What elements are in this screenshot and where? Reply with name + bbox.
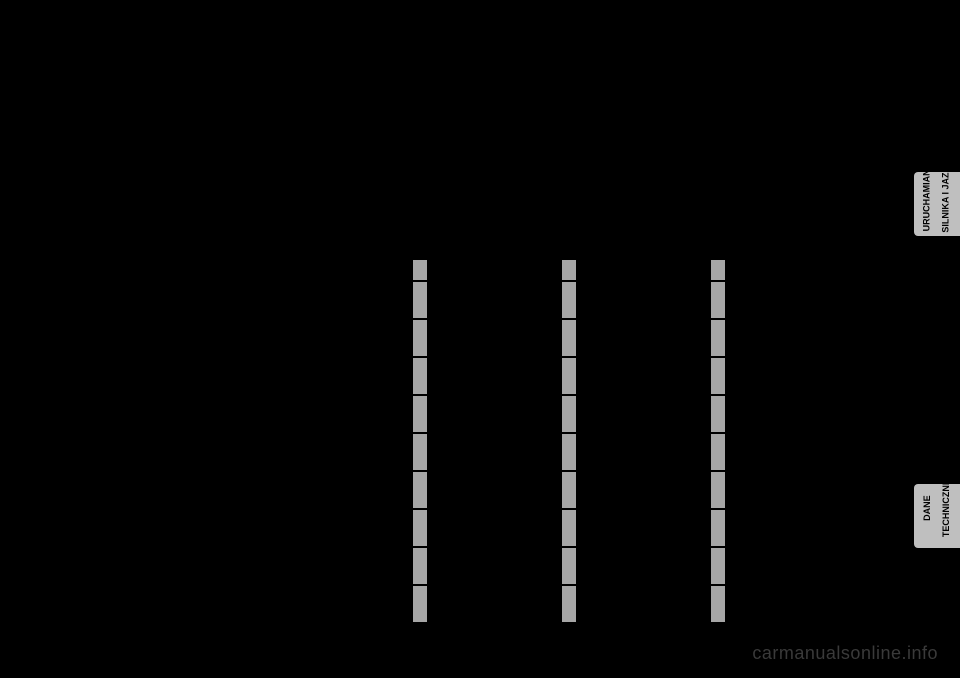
data-column (711, 260, 725, 624)
data-column (413, 260, 427, 624)
column-cell (711, 510, 725, 546)
column-cell (562, 510, 576, 546)
side-tab-label-line1: DANE (922, 496, 932, 522)
side-tab-label: URUCHAMIANIE SILNIKA I JAZDA (913, 160, 960, 248)
side-tab-uruchamianie[interactable]: URUCHAMIANIE SILNIKA I JAZDA (914, 172, 960, 236)
column-cell (413, 282, 427, 318)
column-cell (711, 434, 725, 470)
column-cell (562, 358, 576, 394)
column-cell (562, 472, 576, 508)
column-cell (413, 548, 427, 584)
column-cell (562, 548, 576, 584)
column-header-cell (413, 260, 427, 280)
column-cell (711, 586, 725, 622)
column-cell (711, 320, 725, 356)
watermark-text: carmanualsonline.info (752, 643, 938, 664)
column-header-cell (711, 260, 725, 280)
column-cell (562, 396, 576, 432)
column-cell (711, 548, 725, 584)
column-cell (413, 510, 427, 546)
column-cell (711, 396, 725, 432)
column-cell (562, 434, 576, 470)
column-cell (562, 282, 576, 318)
page-root: URUCHAMIANIE SILNIKA I JAZDA DANE TECHNI… (0, 0, 960, 678)
column-cell (711, 282, 725, 318)
data-column (562, 260, 576, 624)
side-tab-label-line1: URUCHAMIANIE (922, 161, 932, 232)
side-tab-dane-techniczne[interactable]: DANE TECHNICZNE (914, 484, 960, 548)
column-cell (562, 586, 576, 622)
column-cell (413, 434, 427, 470)
column-cell (413, 358, 427, 394)
side-tab-label-line2: SILNIKA I JAZDA (941, 160, 951, 233)
side-tab-label: DANE TECHNICZNE (913, 479, 960, 552)
column-cell (562, 320, 576, 356)
column-cell (413, 586, 427, 622)
column-cell (413, 320, 427, 356)
column-cell (711, 358, 725, 394)
side-tab-label-line2: TECHNICZNE (941, 479, 951, 537)
column-cell (711, 472, 725, 508)
column-cell (413, 396, 427, 432)
column-cell (413, 472, 427, 508)
column-header-cell (562, 260, 576, 280)
